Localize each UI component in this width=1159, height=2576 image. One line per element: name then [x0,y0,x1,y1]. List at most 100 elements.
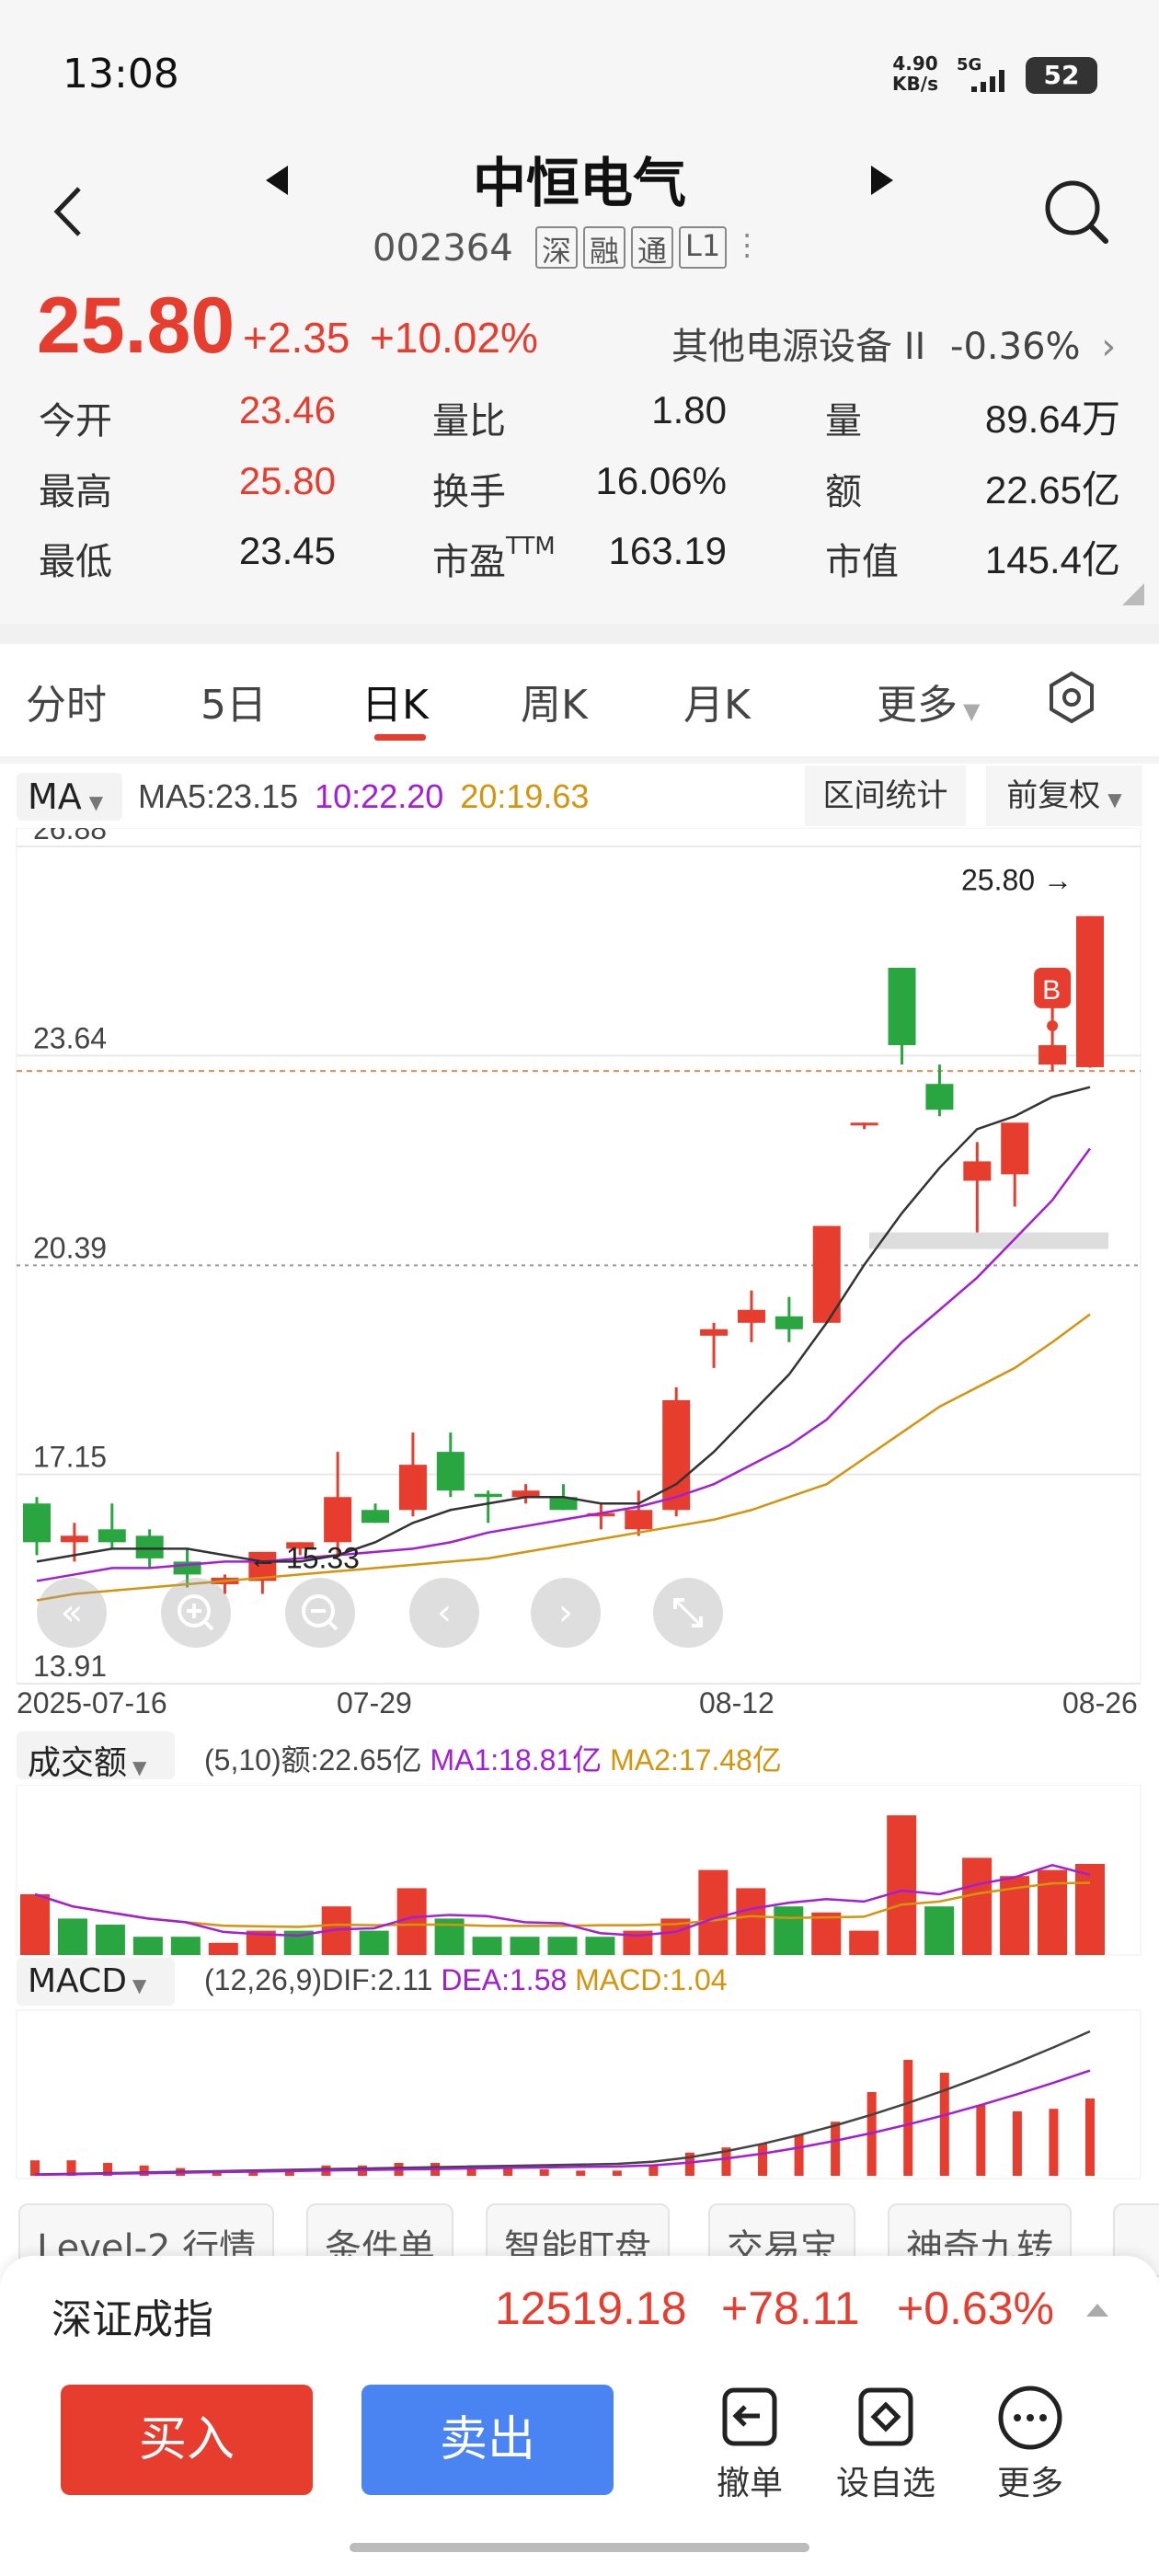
net-speed-value: 4.90 [892,52,938,75]
sector-name: 其他电源设备 II [671,326,926,368]
cancel-order-label: 撤单 [716,2465,783,2502]
tag-margin: 融 [583,226,626,269]
x-axis-label: 2025-07-16 [17,1686,167,1719]
macd-dif-line [34,2030,1091,2176]
net-type: 5G [957,55,982,75]
fullscreen-button[interactable] [653,1578,723,1648]
separator-2 [0,756,1159,764]
chart-settings-icon[interactable] [1044,670,1099,725]
y-tick-label: 26.88 [33,828,107,845]
buy-marker-dot [1047,1020,1059,1032]
kline-chart[interactable]: 26.88 23.64 20.39 17.15 13.91 B 25.80 → ← 15.33… [0,828,1159,1730]
candle-body [361,1510,390,1524]
search-icon[interactable] [1039,175,1113,248]
candle-body [850,1122,878,1126]
label-mkt-cap: 市值 [825,541,899,583]
caret-down-icon: ▼ [132,1756,147,1778]
next-stock-icon[interactable] [869,164,897,197]
macd-bar [284,2170,294,2176]
pe-ttm-suffix: TTM [506,533,556,560]
scroll-left-button[interactable]: ‹ [409,1578,479,1648]
zoom-in-button[interactable] [161,1578,231,1648]
volume-bar [359,1930,389,1955]
tab-more-label: 更多 [877,682,958,729]
volume-bar [698,1869,729,1955]
price-change-pct: +10.02% [370,314,538,362]
add-watchlist-icon [858,2387,913,2446]
tab-more[interactable]: 更多 ▼ [877,672,980,730]
volume-macd-chart[interactable] [0,1785,1159,2180]
value-open: 23.46 [238,388,336,431]
expand-up-icon[interactable] [1084,2298,1111,2320]
candle-body [1076,915,1104,1067]
candle-body [700,1328,729,1336]
scroll-right-button[interactable]: › [531,1578,601,1648]
y-tick-label: 13.91 [33,1650,107,1683]
sector-link[interactable]: 其他电源设备 II -0.36% › [671,316,1131,372]
turnover-amount: (5,10)额:22.65亿 [204,1743,422,1777]
buy-button[interactable]: 买入 [61,2385,313,2495]
value-low: 23.45 [238,529,336,572]
ma-legend: MA5:23.15 10:22.20 20:19.63 [138,777,589,816]
volume-bar [57,1918,87,1955]
macd-bar [831,2122,841,2176]
chart-nav: « ‹ › [37,1578,736,1651]
volume-bar [208,1942,238,1955]
home-indicator [350,2543,809,2552]
caret-down-icon: ▼ [1107,788,1122,811]
last-price-label: 25.80 → [961,864,1073,897]
volume-bar [962,1857,993,1955]
tag-connect: 通 [631,226,674,269]
volume-bar [472,1937,502,1955]
fast-back-button[interactable]: « [37,1578,107,1648]
volume-bar [1075,1864,1105,1955]
tab-active-indicator [374,734,426,741]
tab-weekly-k[interactable]: 周K [521,682,588,729]
candle-body [474,1493,502,1498]
turnover-ma2: MA2:17.48亿 [610,1743,782,1777]
add-watchlist-action[interactable]: 设自选 [831,2385,941,2504]
macd-dea-line [34,2069,1091,2177]
tab-5day[interactable]: 5日 [201,682,267,729]
chevron-right-icon: › [1101,326,1117,368]
candle-body [135,1535,164,1558]
expand-corner-icon[interactable] [1120,581,1146,607]
macd-bar [976,2105,986,2176]
ma-selector[interactable]: MA ▼ [17,773,122,821]
turnover-ma1: MA1:18.81亿 [430,1743,602,1777]
label-vol-ratio: 量比 [432,400,506,443]
macd-dif: (12,26,9)DIF:2.11 [204,1963,433,1996]
separator [0,624,1159,644]
macd-selector[interactable]: MACD ▼ [17,1958,175,2006]
candle-body [60,1535,88,1543]
zoom-out-button[interactable] [285,1578,355,1648]
adjust-selector[interactable]: 前复权 ▼ [986,765,1142,826]
tab-intraday[interactable]: 分时 [26,682,107,729]
label-pe-text: 市盈 [432,541,506,583]
value-high: 25.80 [238,459,336,502]
tab-daily-k[interactable]: 日K [361,682,429,729]
candle-body [23,1503,51,1543]
stock-code: 002364 [373,227,513,270]
more-dots-icon [998,2386,1062,2450]
more-action[interactable]: 更多 [984,2385,1076,2504]
label-amount: 额 [825,471,862,513]
volume-bar [20,1894,50,1955]
label-volume: 量 [825,400,862,443]
cancel-order-action[interactable]: 撤单 [708,2385,791,2504]
candle-body [775,1316,803,1329]
tab-monthly-k[interactable]: 月K [683,682,751,729]
back-icon[interactable] [46,179,92,244]
sell-button[interactable]: 卖出 [361,2385,614,2495]
interval-stats-button[interactable]: 区间统计 [805,765,966,826]
index-change: +78.11 [721,2283,860,2334]
more-dots-icon[interactable]: ⋮ [732,227,763,262]
turnover-label: 成交额 [28,1744,128,1782]
prev-stock-icon[interactable] [262,164,290,197]
battery-icon: 52 [1026,57,1097,94]
macd-dea: DEA:1.58 [441,1963,568,1996]
index-name[interactable]: 深证成指 [52,2296,213,2343]
caret-down-icon: ▼ [88,791,104,813]
candle-body [98,1529,126,1543]
turnover-selector[interactable]: 成交额 ▼ [17,1731,175,1782]
